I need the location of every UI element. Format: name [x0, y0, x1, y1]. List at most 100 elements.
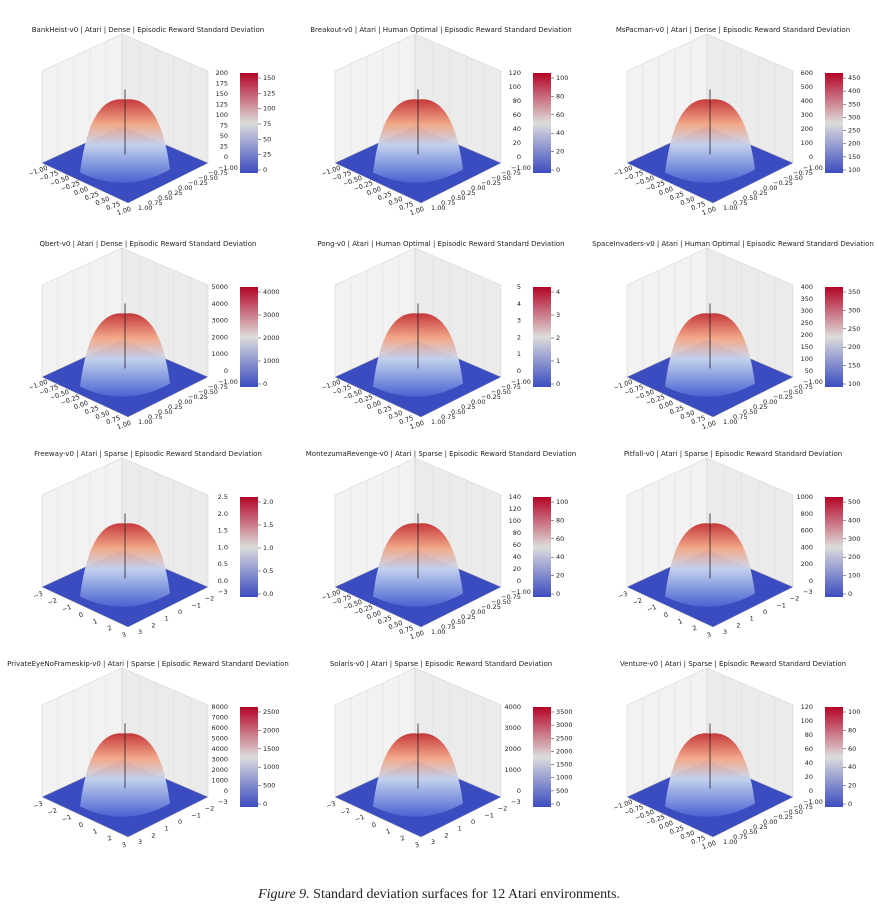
colorbar-tick-label: 1.0: [263, 544, 273, 552]
y-tick-label: 3: [138, 838, 142, 846]
panel: Freeway-v0 | Atari | Sparse | Episodic R…: [32, 450, 273, 639]
colorbar-tick-label: 50: [263, 135, 271, 143]
z-tick-label: 250: [801, 319, 813, 327]
z-tick-label: 0: [809, 153, 813, 161]
y-tick-label: 0.00: [471, 184, 485, 192]
colorbar-tick-label: 0: [263, 380, 267, 388]
y-tick-label: −3: [803, 588, 813, 596]
y-tick-label: 0.50: [743, 828, 757, 836]
x-tick-label: 1: [92, 827, 99, 836]
panel-title: SpaceInvaders-v0 | Atari | Human Optimal…: [592, 240, 874, 248]
y-tick-label: 2: [151, 621, 155, 629]
x-tick-label: −1: [354, 813, 366, 824]
caption: Figure 9. Standard deviation surfaces fo…: [257, 887, 620, 902]
x-tick-label: −2: [46, 596, 58, 607]
colorbar-tick-label: 400: [848, 87, 860, 95]
colorbar-tick-label: 25: [263, 151, 271, 159]
x-tick-label: 3: [706, 631, 713, 640]
colorbar: [533, 707, 551, 807]
z-tick-label: 0: [224, 787, 228, 795]
panel: Qbert-v0 | Atari | Dense | Episodic Rewa…: [27, 240, 279, 431]
colorbar-tick-label: 2000: [556, 747, 573, 755]
y-tick-label: 0.00: [178, 398, 192, 406]
colorbar-tick-label: 500: [848, 498, 860, 506]
colorbar-tick-label: 100: [848, 166, 860, 174]
panel-title: Breakout-v0 | Atari | Human Optimal | Ep…: [310, 26, 572, 34]
colorbar: [825, 287, 843, 387]
z-tick-label: 5000: [211, 283, 228, 291]
y-tick-label: 0.75: [148, 199, 162, 207]
y-tick-label: −1.00: [803, 378, 823, 386]
z-tick-label: 4000: [504, 703, 521, 711]
colorbar-tick-label: 0: [556, 166, 560, 174]
z-tick-label: 100: [509, 83, 521, 91]
caption-text: Standard deviation surfaces for 12 Atari…: [313, 887, 620, 902]
z-tick-label: 600: [801, 527, 813, 535]
z-tick-label: 200: [216, 69, 228, 77]
colorbar-tick-label: 0: [556, 380, 560, 388]
y-tick-label: 0.75: [733, 413, 747, 421]
colorbar-tick-label: 100: [848, 572, 860, 580]
y-tick-label: 0.25: [461, 613, 475, 621]
panel-title: Venture-v0 | Atari | Sparse | Episodic R…: [620, 660, 846, 668]
panel: Pitfall-v0 | Atari | Sparse | Episodic R…: [617, 450, 860, 639]
y-tick-label: −0.75: [208, 169, 228, 177]
z-tick-label: 40: [513, 553, 521, 561]
z-tick-label: 1: [517, 350, 521, 358]
y-tick-label: −0.75: [208, 383, 228, 391]
y-tick-label: −0.25: [481, 393, 501, 401]
z-tick-label: 40: [805, 759, 813, 767]
z-tick-label: 1000: [211, 777, 228, 785]
colorbar-tick-label: 150: [848, 153, 860, 161]
y-tick-label: −0.50: [198, 388, 218, 396]
colorbar-tick-label: 150: [263, 74, 275, 82]
z-tick-label: 2000: [211, 333, 228, 341]
y-tick-label: 0.50: [451, 194, 465, 202]
y-tick-label: 1.00: [138, 204, 152, 212]
y-tick-label: −1.00: [511, 378, 531, 386]
colorbar-tick-label: 40: [848, 763, 856, 771]
colorbar-tick-label: 450: [848, 74, 860, 82]
colorbar-tick-label: 80: [556, 516, 564, 524]
colorbar-tick-label: 3000: [556, 721, 573, 729]
colorbar-tick-label: 80: [848, 726, 856, 734]
x-tick-label: −1: [61, 813, 73, 824]
y-tick-label: −1.00: [803, 798, 823, 806]
y-tick-label: 3: [431, 838, 435, 846]
y-tick-label: 1.00: [431, 628, 445, 636]
colorbar-tick-label: 3500: [556, 708, 573, 716]
y-tick-label: −1.00: [803, 164, 823, 172]
z-tick-label: 2: [517, 333, 521, 341]
z-tick-label: 0: [517, 577, 521, 585]
x-tick-label: 0: [78, 821, 85, 830]
z-tick-label: 0: [809, 577, 813, 585]
z-tick-label: 4: [517, 300, 521, 308]
y-tick-label: 0.00: [471, 398, 485, 406]
z-tick-label: 50: [805, 367, 813, 375]
y-tick-label: 0.50: [743, 194, 757, 202]
y-tick-label: −2: [790, 595, 800, 603]
colorbar-tick-label: 3: [556, 311, 560, 319]
y-tick-label: 0.75: [441, 413, 455, 421]
z-tick-label: 4000: [211, 745, 228, 753]
y-tick-label: −0.25: [481, 603, 501, 611]
z-tick-label: 125: [216, 101, 228, 109]
y-tick-label: −0.25: [773, 179, 793, 187]
y-tick-label: 0.50: [158, 408, 172, 416]
colorbar-tick-label: 250: [848, 325, 860, 333]
z-tick-label: 100: [216, 111, 228, 119]
y-tick-label: −0.50: [491, 388, 511, 396]
colorbar-tick-label: 1000: [263, 357, 280, 365]
colorbar-tick-label: 1.5: [263, 521, 273, 529]
z-tick-label: 0: [224, 153, 228, 161]
y-tick-label: 1: [458, 825, 462, 833]
y-tick-label: 0.00: [763, 818, 777, 826]
colorbar-tick-label: 300: [848, 306, 860, 314]
colorbar-tick-label: 100: [263, 105, 275, 113]
colorbar-tick-label: 100: [556, 74, 568, 82]
panel-title: Qbert-v0 | Atari | Dense | Episodic Rewa…: [40, 240, 257, 248]
z-tick-label: 0.5: [218, 560, 228, 568]
colorbar-tick-label: 75: [263, 120, 271, 128]
z-tick-label: 175: [216, 80, 228, 88]
colorbar-tick-label: 300: [848, 535, 860, 543]
